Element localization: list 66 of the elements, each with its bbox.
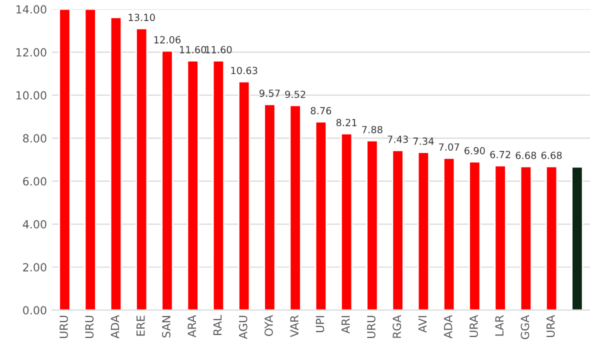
x-tick-label: LAR xyxy=(495,315,504,336)
y-tick-label: 0.00 xyxy=(23,306,46,314)
data-label: 9.52 xyxy=(285,90,306,98)
data-label: 6.68 xyxy=(516,152,536,160)
bar xyxy=(494,164,506,310)
data-label: 6.68 xyxy=(541,152,562,160)
bar xyxy=(84,9,96,310)
data-label: 6.90 xyxy=(464,147,485,154)
x-tick-label: ADA xyxy=(110,315,120,338)
x-tick-label: URU xyxy=(367,316,376,338)
bar xyxy=(468,161,481,310)
data-label: 7.34 xyxy=(413,138,434,145)
bar xyxy=(520,166,532,310)
x-tick-label: OYA xyxy=(264,315,273,336)
x-tick-label: ARA xyxy=(188,315,196,338)
y-tick-label: 4.00 xyxy=(22,220,46,229)
data-label: 9.57 xyxy=(260,90,280,97)
bar xyxy=(161,50,174,310)
y-tick-label: 14.00 xyxy=(16,5,46,14)
y-tick-label: 8.00 xyxy=(23,134,46,143)
bar xyxy=(58,9,71,310)
x-tick-label: ERE xyxy=(136,316,145,336)
bar xyxy=(238,80,250,310)
x-tick-label: URA xyxy=(470,315,478,338)
x-tick-label: SAN xyxy=(162,316,170,338)
bar xyxy=(314,121,328,310)
data-label: 7.88 xyxy=(362,126,382,134)
x-tick-label: UPI xyxy=(316,316,324,332)
data-label: 7.07 xyxy=(439,143,460,151)
x-tick-label: RGA xyxy=(392,315,402,338)
bar xyxy=(212,60,225,310)
y-tick-label: 12.00 xyxy=(16,48,46,57)
y-tick-label: 10.00 xyxy=(16,91,46,100)
bar xyxy=(136,28,148,310)
x-tick-label: AGU xyxy=(238,316,248,340)
x-tick-label: URA xyxy=(546,315,555,338)
bar xyxy=(571,166,584,310)
x-tick-label: VAR xyxy=(290,315,298,338)
data-label: 7.43 xyxy=(388,136,408,143)
y-tick-label: 2.00 xyxy=(23,263,46,272)
bar xyxy=(417,152,430,310)
bar xyxy=(110,16,122,310)
bar xyxy=(443,157,456,310)
bar xyxy=(340,132,353,310)
y-tick-label: 6.00 xyxy=(23,177,46,186)
data-label: 12.06 xyxy=(154,36,181,44)
bar xyxy=(392,150,404,310)
x-tick-label: ADA xyxy=(444,315,452,338)
data-label: 6.72 xyxy=(490,150,510,158)
data-label: 11.60 xyxy=(180,46,206,54)
data-label: 11.60 xyxy=(206,46,232,54)
data-label: 8.76 xyxy=(310,107,332,114)
x-tick-label: URU xyxy=(60,316,68,338)
bar xyxy=(264,104,276,310)
data-label: 13.10 xyxy=(128,14,155,22)
x-tick-label: GGA xyxy=(520,315,530,340)
data-label: 10.63 xyxy=(231,66,258,74)
x-tick-label: RAL xyxy=(213,315,222,335)
x-tick-label: ARI xyxy=(342,316,350,334)
x-tick-label: URU xyxy=(85,316,94,338)
bar xyxy=(366,140,378,310)
x-tick-label: AVI xyxy=(418,316,427,333)
bar xyxy=(186,60,199,310)
bar xyxy=(289,104,302,310)
data-label: 8.21 xyxy=(336,118,357,126)
bar xyxy=(545,166,558,310)
